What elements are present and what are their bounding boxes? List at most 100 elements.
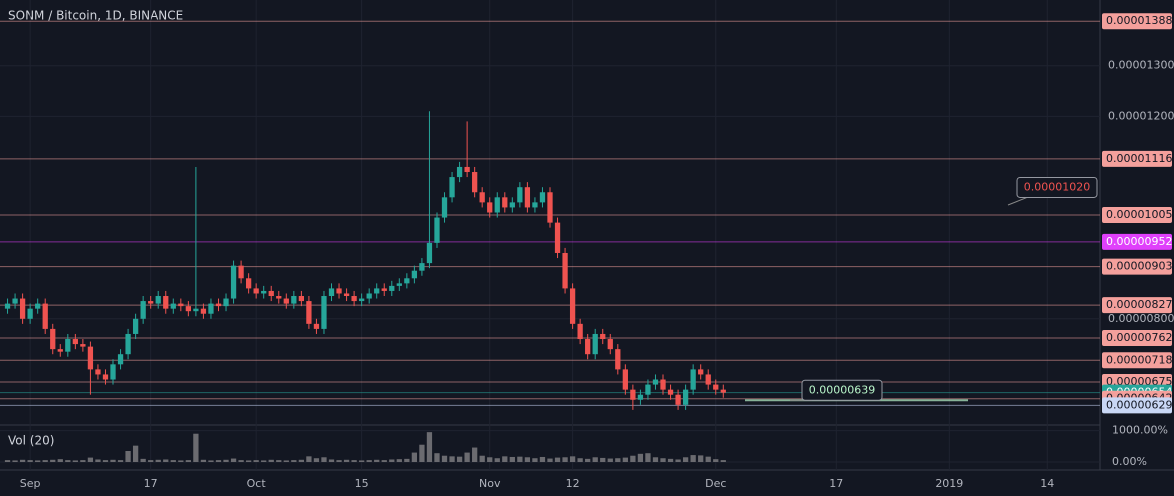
candle-body bbox=[155, 296, 161, 304]
volume-bar bbox=[698, 455, 704, 462]
level-label-bg bbox=[1102, 258, 1172, 275]
volume-bar bbox=[509, 456, 515, 462]
volume-bar bbox=[163, 459, 169, 462]
candle-body bbox=[622, 369, 628, 390]
x-tick-label: 15 bbox=[355, 477, 369, 490]
volume-bar bbox=[72, 460, 78, 462]
callout-label: 0.00001020 bbox=[1024, 180, 1090, 193]
candle-body bbox=[667, 389, 674, 395]
volume-bar bbox=[426, 432, 433, 462]
volume-bar bbox=[87, 457, 94, 462]
candle-body bbox=[50, 328, 56, 350]
x-tick-label: Nov bbox=[479, 477, 501, 490]
candle-body bbox=[148, 301, 154, 304]
candle-body bbox=[343, 293, 350, 297]
callout-box bbox=[1016, 176, 1098, 198]
candle-body bbox=[178, 303, 184, 307]
volume-bar bbox=[291, 460, 297, 462]
candle-body bbox=[464, 166, 470, 173]
candle-body bbox=[524, 187, 531, 208]
volume-bar bbox=[238, 460, 244, 462]
candle-body bbox=[404, 278, 410, 284]
volume-bar bbox=[441, 455, 448, 462]
volume-bar bbox=[230, 458, 237, 462]
x-tick-label: 2019 bbox=[935, 477, 963, 490]
level-label: 0.00000718 bbox=[1106, 353, 1172, 366]
candle-body bbox=[215, 303, 222, 307]
volume-bar bbox=[110, 459, 116, 462]
volume-bar bbox=[253, 460, 259, 462]
candle-body bbox=[313, 323, 320, 329]
volume-bar bbox=[321, 457, 327, 462]
volume-bar bbox=[464, 452, 470, 462]
volume-bar bbox=[652, 457, 659, 462]
volume-bar bbox=[351, 460, 357, 462]
candle-body bbox=[102, 374, 109, 380]
candle-body bbox=[381, 288, 387, 291]
volume-bar bbox=[389, 459, 395, 462]
candle-body bbox=[698, 369, 704, 375]
volume-bar bbox=[298, 459, 305, 462]
candle-body bbox=[223, 298, 229, 307]
volume-bar bbox=[283, 460, 289, 462]
candle-body bbox=[434, 217, 440, 243]
candle-body bbox=[306, 301, 312, 324]
volume-bar bbox=[381, 460, 387, 462]
candle-body bbox=[705, 374, 711, 385]
x-tick-label: 14 bbox=[1040, 477, 1054, 490]
volume-bar bbox=[690, 455, 696, 462]
volume-bar bbox=[95, 459, 101, 462]
volume-bar bbox=[720, 460, 726, 462]
volume-bar bbox=[193, 433, 199, 462]
volume-bar bbox=[200, 459, 207, 462]
candle-body bbox=[4, 303, 11, 309]
volume-bar bbox=[577, 458, 583, 462]
volume-bar bbox=[65, 460, 71, 462]
candle-body bbox=[95, 369, 101, 375]
volume-bar bbox=[705, 456, 711, 462]
volume-bar bbox=[645, 453, 651, 462]
volume-bar bbox=[569, 456, 576, 462]
volume-bar bbox=[517, 456, 523, 462]
volume-bar bbox=[675, 459, 681, 462]
candle-body bbox=[291, 296, 297, 304]
volume-bar bbox=[539, 456, 546, 462]
volume-bar bbox=[57, 459, 63, 462]
volume-bar bbox=[313, 458, 320, 462]
volume-bar bbox=[27, 460, 33, 462]
candle-body bbox=[117, 354, 124, 365]
y-tick-label: 0.00001200 bbox=[1108, 109, 1174, 122]
candle-body bbox=[592, 333, 598, 355]
candle-body bbox=[517, 187, 523, 203]
candle-body bbox=[27, 308, 33, 319]
candle-body bbox=[12, 298, 18, 304]
x-tick-label: Dec bbox=[705, 477, 726, 490]
candle-body bbox=[72, 339, 78, 345]
candle-body bbox=[328, 288, 335, 297]
volume-bar bbox=[374, 459, 380, 462]
candle-body bbox=[185, 306, 191, 312]
callout-label: 0.00000639 bbox=[809, 383, 875, 396]
volume-bar bbox=[343, 459, 350, 462]
volume-bar bbox=[622, 457, 628, 462]
level-label-bg bbox=[1102, 352, 1172, 369]
level-label: 0.00001005 bbox=[1106, 208, 1172, 221]
volume-bar bbox=[547, 458, 553, 462]
candle-body bbox=[245, 278, 252, 289]
volume-bar bbox=[562, 457, 568, 462]
candle-body bbox=[110, 364, 116, 380]
volume-bar bbox=[419, 444, 425, 462]
candle-body bbox=[65, 339, 71, 352]
volume-bar bbox=[12, 460, 18, 462]
candle-body bbox=[682, 389, 689, 405]
candle-body bbox=[600, 333, 606, 340]
level-label: 0.00000952 bbox=[1106, 235, 1172, 248]
level-label-bg bbox=[1102, 297, 1172, 314]
volume-bar bbox=[411, 452, 418, 462]
volume-bar bbox=[396, 459, 402, 462]
candle-body bbox=[80, 344, 86, 347]
volume-bar bbox=[502, 456, 508, 462]
volume-bar bbox=[585, 458, 591, 462]
candle-body bbox=[321, 296, 327, 329]
